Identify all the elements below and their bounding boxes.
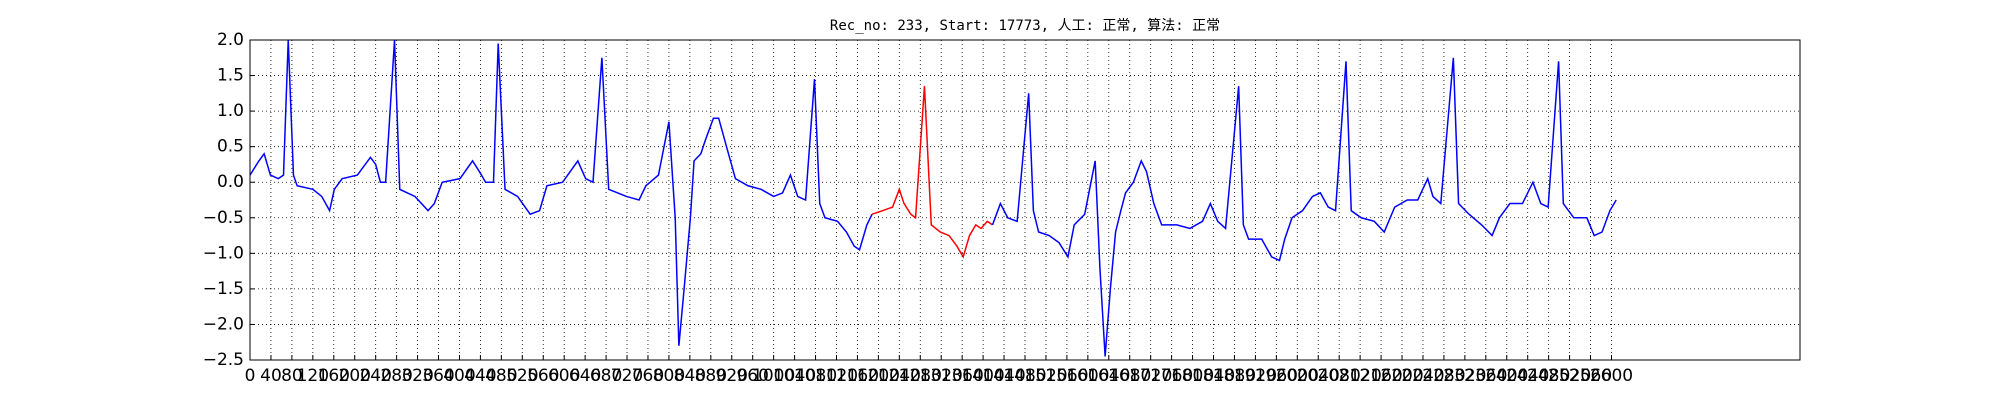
x-tick-label: 1760 bbox=[1150, 366, 1193, 386]
x-tick-label: 360 bbox=[422, 366, 454, 386]
x-tick-label: 1840 bbox=[1192, 366, 1235, 386]
x-tick-label: 2200 bbox=[1380, 366, 1423, 386]
y-tick-label: 0.5 bbox=[217, 137, 244, 157]
x-tick-label: 840 bbox=[674, 366, 706, 386]
x-tick-label: 2440 bbox=[1506, 366, 1549, 386]
x-tick-label: 2240 bbox=[1401, 366, 1444, 386]
x-tick-label: 1960 bbox=[1255, 366, 1298, 386]
x-tick-label: 1600 bbox=[1066, 366, 1109, 386]
x-tick-label: 1680 bbox=[1108, 366, 1151, 386]
x-tick-label: 920 bbox=[716, 366, 748, 386]
x-tick-label: 40 bbox=[260, 366, 282, 386]
x-tick-label: 2600 bbox=[1590, 366, 1633, 386]
chart-title: Rec_no: 233, Start: 17773, 人工: 正常, 算法: 正… bbox=[830, 18, 1220, 34]
y-tick-label: 2.0 bbox=[217, 30, 244, 50]
x-tick-label: 1400 bbox=[961, 366, 1004, 386]
y-tick-label: −1.5 bbox=[203, 279, 244, 299]
y-tick-label: 0.0 bbox=[217, 172, 244, 192]
x-tick-label: 280 bbox=[380, 366, 412, 386]
x-tick-label: 0 bbox=[245, 366, 256, 386]
x-tick-label: 1080 bbox=[794, 366, 837, 386]
x-tick-label: 240 bbox=[359, 366, 391, 386]
x-tick-label: 520 bbox=[506, 366, 538, 386]
y-tick-label: −2.0 bbox=[203, 314, 244, 334]
x-tick-label: 2040 bbox=[1297, 366, 1340, 386]
x-tick-label: 160 bbox=[318, 366, 350, 386]
y-tick-label: 1.0 bbox=[217, 101, 244, 121]
x-tick-label: 1640 bbox=[1087, 366, 1130, 386]
x-tick-label: 680 bbox=[590, 366, 622, 386]
signal-line bbox=[871, 86, 993, 259]
x-tick-label: 1880 bbox=[1213, 366, 1256, 386]
x-tick-label: 760 bbox=[632, 366, 664, 386]
x-tick-label: 640 bbox=[569, 366, 601, 386]
y-tick-label: −0.5 bbox=[203, 208, 244, 228]
x-tick-label: 1280 bbox=[899, 366, 942, 386]
y-tick-label: 1.5 bbox=[217, 66, 244, 86]
x-tick-label: 1480 bbox=[1003, 366, 1046, 386]
x-tick-label: 880 bbox=[695, 366, 727, 386]
signal-line bbox=[249, 39, 873, 346]
x-tick-label: 1440 bbox=[982, 366, 1025, 386]
x-tick-label: 1160 bbox=[836, 366, 879, 386]
x-tick-label: 1040 bbox=[773, 366, 816, 386]
signal-line bbox=[991, 57, 1617, 357]
x-tick-label: 800 bbox=[653, 366, 685, 386]
x-tick-label: 200 bbox=[339, 366, 371, 386]
x-tick-label: 1120 bbox=[815, 366, 858, 386]
x-tick-label: 80 bbox=[281, 366, 303, 386]
x-tick-label: 440 bbox=[464, 366, 496, 386]
x-tick-label: 480 bbox=[485, 366, 517, 386]
x-tick-label: 1320 bbox=[920, 366, 963, 386]
x-tick-label: 720 bbox=[611, 366, 643, 386]
x-tick-label: 2080 bbox=[1318, 366, 1361, 386]
x-tick-label: 2560 bbox=[1569, 366, 1612, 386]
x-tick-label: 120 bbox=[297, 366, 329, 386]
x-tick-label: 1200 bbox=[857, 366, 900, 386]
x-tick-label: 1800 bbox=[1171, 366, 1214, 386]
x-tick-label: 2480 bbox=[1527, 366, 1570, 386]
x-tick-label: 400 bbox=[443, 366, 475, 386]
x-tick-label: 1000 bbox=[752, 366, 795, 386]
x-tick-label: 2120 bbox=[1339, 366, 1382, 386]
x-tick-label: 1920 bbox=[1234, 366, 1277, 386]
x-tick-label: 320 bbox=[401, 366, 433, 386]
x-tick-label: 2520 bbox=[1548, 366, 1591, 386]
plot-frame bbox=[249, 39, 1801, 361]
x-tick-label: 1560 bbox=[1045, 366, 1088, 386]
x-tick-label: 1520 bbox=[1024, 366, 1067, 386]
y-tick-label: −2.5 bbox=[203, 350, 244, 370]
x-tick-label: 2400 bbox=[1485, 366, 1528, 386]
x-tick-label: 960 bbox=[736, 366, 768, 386]
x-tick-label: 2000 bbox=[1276, 366, 1319, 386]
x-tick-label: 560 bbox=[527, 366, 559, 386]
x-tick-label: 600 bbox=[548, 366, 580, 386]
x-tick-label: 2280 bbox=[1422, 366, 1465, 386]
x-tick-label: 1360 bbox=[941, 366, 984, 386]
x-tick-label: 2320 bbox=[1443, 366, 1486, 386]
y-tick-label: −1.0 bbox=[203, 243, 244, 263]
x-tick-label: 1240 bbox=[878, 366, 921, 386]
x-tick-label: 2160 bbox=[1359, 366, 1402, 386]
x-tick-label: 1720 bbox=[1129, 366, 1172, 386]
x-tick-label: 2360 bbox=[1464, 366, 1507, 386]
